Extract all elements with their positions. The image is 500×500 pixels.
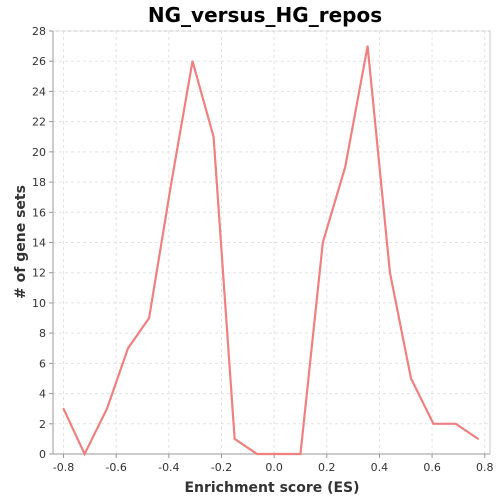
data-point <box>106 407 108 410</box>
y-tick-label: 4 <box>39 388 46 401</box>
data-point <box>432 422 435 425</box>
y-tick-label: 24 <box>32 85 46 98</box>
x-tick-label: 0.4 <box>371 461 389 474</box>
data-point <box>148 317 150 319</box>
grid <box>53 30 490 455</box>
data-point <box>454 422 457 425</box>
data-point <box>256 453 258 455</box>
x-axis-label: Enrichment score (ES) <box>184 480 359 496</box>
data-point <box>62 407 65 410</box>
data-point <box>344 166 347 168</box>
y-tick-label: 8 <box>39 327 46 340</box>
y-tick-label: 28 <box>32 25 46 38</box>
data-point <box>321 241 324 244</box>
series-layer <box>62 45 480 457</box>
x-tick-label: 0.2 <box>318 461 336 474</box>
x-tick-label: -0.8 <box>53 461 74 474</box>
y-tick-label: 12 <box>32 267 46 280</box>
series-line <box>62 45 479 457</box>
y-tick-label: 2 <box>39 418 46 431</box>
data-point <box>299 453 302 455</box>
data-point <box>277 453 279 455</box>
y-tick-label: 14 <box>32 237 46 250</box>
data-point <box>191 60 194 63</box>
data-point <box>477 437 480 440</box>
y-tick-label: 20 <box>32 146 46 159</box>
data-point <box>170 181 173 183</box>
data-point <box>127 347 129 350</box>
data-point <box>389 271 391 274</box>
x-tick-label: -0.2 <box>211 461 232 474</box>
y-tick-label: 16 <box>32 206 46 219</box>
y-tick-label: 26 <box>32 55 46 68</box>
chart-title: NG_versus_HG_repos <box>148 3 382 27</box>
y-tick-label: 22 <box>32 116 46 129</box>
x-tick-label: 0.8 <box>476 461 494 474</box>
data-point <box>366 45 369 48</box>
x-tick-label: -0.6 <box>105 461 126 474</box>
data-point <box>212 135 215 138</box>
data-point <box>83 453 86 455</box>
x-tick-label: 0.6 <box>423 461 441 474</box>
y-tick-label: 18 <box>32 176 46 189</box>
y-tick-label: 10 <box>32 297 46 310</box>
y-tick-label: 0 <box>39 448 46 461</box>
x-tick-label: 0.0 <box>265 461 283 474</box>
x-tick-label: -0.4 <box>158 461 179 474</box>
data-point <box>410 377 412 380</box>
y-tick-label: 6 <box>39 357 46 370</box>
data-point <box>233 437 236 440</box>
y-axis-label: # of gene sets <box>13 185 29 299</box>
